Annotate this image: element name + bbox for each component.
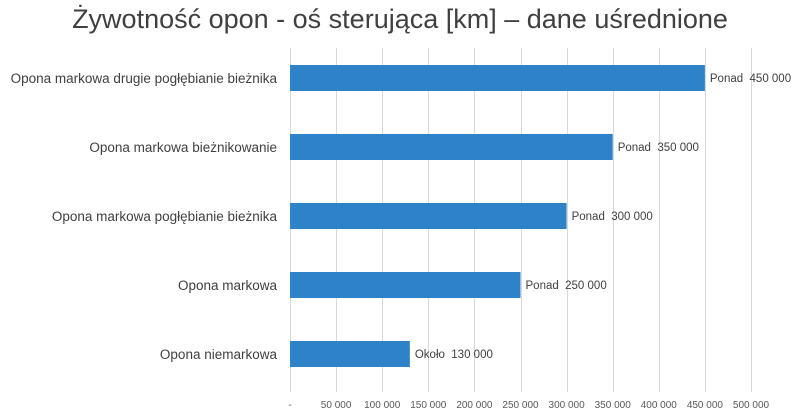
bar xyxy=(290,134,613,160)
x-tick-label: 150 000 xyxy=(410,400,447,411)
data-label: Ponad 450 000 xyxy=(710,73,791,85)
x-tick-label: 350 000 xyxy=(595,400,632,411)
labels: - 50 000 100 000 150 000 200 000 250 000 300 0… xyxy=(11,71,792,411)
category-label: Opona markowa drugie pogłębianie bieżnik… xyxy=(11,71,278,86)
x-tick-label: 100 000 xyxy=(364,400,401,411)
category-label: Opona markowa pogłębianie bieżnika xyxy=(52,209,278,224)
bar xyxy=(290,341,410,367)
data-label: Około 130 000 xyxy=(415,349,493,361)
x-tick-label: - xyxy=(288,400,291,411)
category-label: Opona niemarkowa xyxy=(160,347,278,362)
x-tick-label: 500 000 xyxy=(733,400,770,411)
x-tick-label: 450 000 xyxy=(687,400,724,411)
x-tick-label: 300 000 xyxy=(549,400,586,411)
chart-title: Żywotność opon - oś sterująca [km] – dan… xyxy=(72,4,728,34)
data-label: Ponad 300 000 xyxy=(572,211,653,223)
category-label: Opona markowa xyxy=(178,278,278,293)
category-label: Opona markowa bieżnikowanie xyxy=(89,140,277,155)
bars xyxy=(290,65,705,367)
data-label: Ponad 350 000 xyxy=(618,142,699,154)
bar xyxy=(290,272,521,298)
x-tick-label: 50 000 xyxy=(321,400,352,411)
x-tick-label: 400 000 xyxy=(641,400,678,411)
bar xyxy=(290,203,567,229)
x-tick-label: 250 000 xyxy=(502,400,539,411)
bar xyxy=(290,65,705,91)
x-tick-label: 200 000 xyxy=(456,400,493,411)
data-label: Ponad 250 000 xyxy=(526,280,607,292)
